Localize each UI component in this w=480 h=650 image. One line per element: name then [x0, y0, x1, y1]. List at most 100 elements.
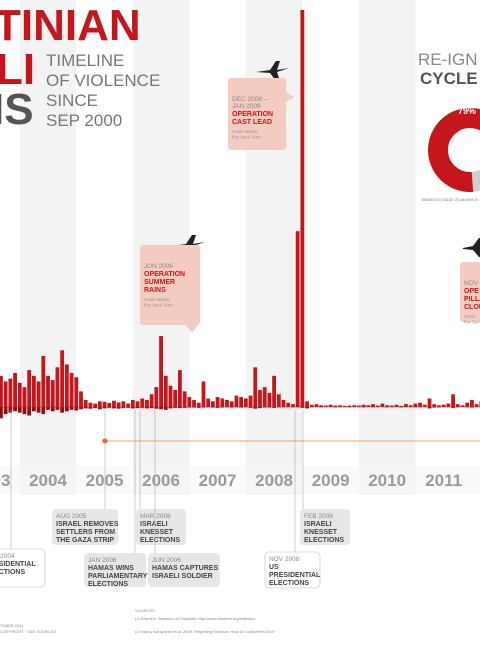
x-tick-label: 2005 — [86, 471, 124, 490]
bar — [460, 405, 465, 407]
event-text: THE GAZA STRIP — [56, 537, 114, 544]
bar — [192, 399, 196, 407]
source: (1) B'tselem Statistics on Fatalities, h… — [135, 616, 255, 621]
callout-desc: the Gaz — [464, 320, 480, 325]
bar — [394, 404, 399, 407]
bar — [239, 397, 244, 407]
bar — [314, 404, 319, 407]
bar — [69, 372, 74, 407]
bar — [196, 402, 201, 407]
bar — [159, 336, 163, 407]
bar — [309, 404, 314, 407]
title-line: TINIAN — [0, 1, 141, 50]
bar — [55, 367, 60, 407]
bar — [130, 407, 135, 409]
donut-rest — [470, 169, 480, 192]
bar — [210, 401, 215, 407]
bar — [229, 401, 234, 407]
event-box — [264, 551, 321, 589]
event-text: ECTIONS — [0, 569, 25, 576]
callout-desc: the Gaza Strip — [232, 135, 261, 140]
event-text: PARLIAMENTARY — [88, 573, 148, 580]
bar — [262, 387, 267, 407]
bar — [220, 398, 225, 407]
bar — [187, 397, 192, 407]
bar — [215, 397, 220, 407]
bar — [451, 394, 455, 407]
bar — [46, 407, 50, 410]
bar — [173, 389, 178, 407]
bar — [291, 404, 295, 407]
bar — [305, 401, 309, 407]
bar — [446, 403, 451, 407]
inset-note: Based on study of pauses in — [422, 197, 479, 202]
footer-credit: COPYRIGHT · SEE SOURCES — [0, 629, 56, 634]
bar — [366, 405, 371, 407]
bar — [380, 403, 385, 407]
event-text: ELECTIONS — [88, 581, 128, 588]
bar — [46, 375, 50, 407]
bar — [13, 372, 17, 407]
callout-name: PILLA — [464, 296, 480, 303]
subtitle: SEP 2000 — [46, 111, 122, 130]
bar — [248, 395, 253, 407]
bar — [88, 407, 93, 409]
bar — [41, 407, 46, 415]
bar — [272, 407, 276, 408]
bar — [352, 405, 357, 407]
bar — [74, 377, 79, 407]
bar — [79, 391, 83, 407]
event-text: ISRAELI SOLDIER — [152, 573, 213, 580]
event-text: HAMAS WINS — [88, 565, 134, 572]
bar — [130, 399, 135, 407]
bar — [399, 405, 404, 407]
bar — [295, 231, 300, 407]
callout-box — [460, 262, 480, 322]
source: (2) Nancy Kanwisher et al. 2009, Reignit… — [135, 629, 276, 634]
callout-box — [140, 245, 200, 325]
subtitle: TIMELINE — [46, 51, 124, 70]
inset-title: RE-IGN — [418, 50, 478, 69]
bar — [168, 385, 173, 407]
bar — [135, 407, 140, 409]
bar — [121, 401, 126, 407]
bar — [36, 381, 41, 407]
x-tick-label: 2010 — [368, 471, 406, 490]
bar — [112, 400, 116, 407]
bar — [168, 407, 173, 409]
bar — [31, 407, 36, 412]
bar — [50, 380, 55, 407]
callout-name: OPERATION — [144, 271, 185, 278]
callout-date: JUN 2006 — [144, 263, 173, 270]
bar — [182, 391, 187, 407]
bar — [102, 407, 107, 409]
bar — [107, 403, 112, 407]
sources-title: SOURCES — [135, 608, 155, 613]
bar — [140, 398, 145, 407]
callout-desc: Israel — [464, 314, 475, 319]
bar — [22, 387, 27, 407]
bar — [83, 399, 88, 407]
bar — [60, 407, 65, 413]
x-tick-label: 2003 — [0, 471, 10, 490]
bar — [258, 389, 262, 407]
callout-box — [228, 78, 286, 150]
callout-name: CLOU — [464, 304, 480, 311]
event-text: KNESSET — [140, 529, 174, 536]
bar — [267, 392, 272, 407]
callout-name: CAST LEAD — [232, 119, 272, 126]
bar — [74, 407, 79, 411]
callout-pointer — [186, 325, 198, 333]
event-text: ELECTIONS — [140, 537, 180, 544]
callout-date: JAN 2009 — [232, 103, 261, 110]
x-tick-label: 2009 — [312, 471, 350, 490]
bar — [88, 402, 93, 407]
bar — [50, 407, 55, 412]
bar — [69, 407, 74, 410]
